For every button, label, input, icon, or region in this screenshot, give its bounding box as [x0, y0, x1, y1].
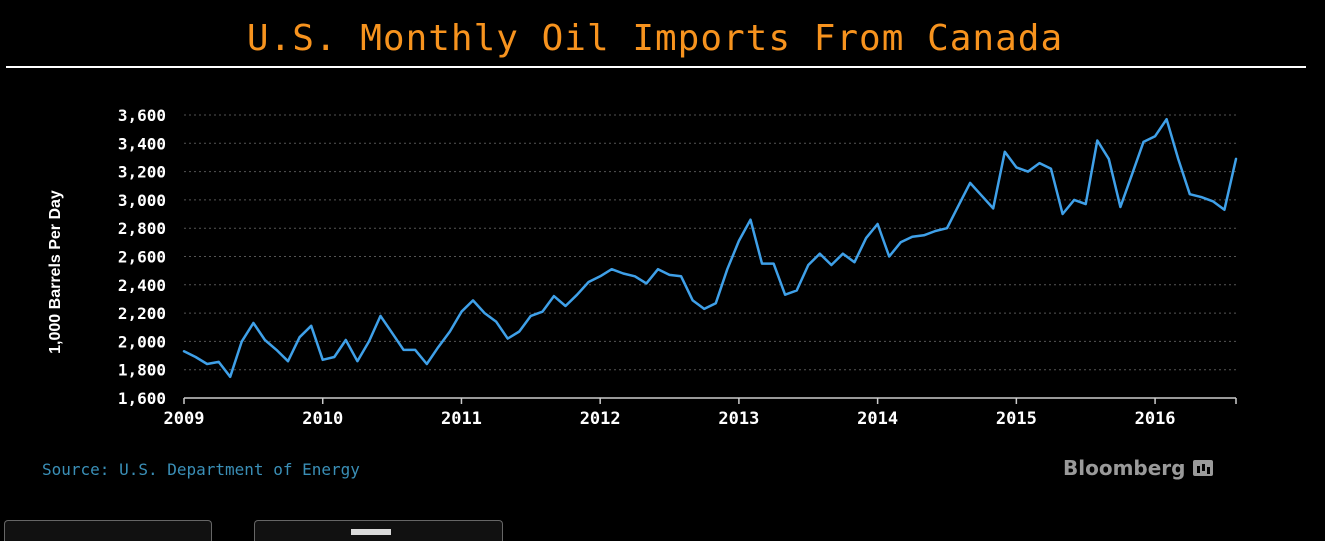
y-tick-label: 2,200: [118, 304, 166, 323]
y-tick-label: 1,800: [118, 361, 166, 380]
y-tick-label: 3,200: [118, 163, 166, 182]
title-divider: [6, 66, 1306, 68]
x-tick-label: 2015: [996, 409, 1037, 429]
x-tick-label: 2010: [302, 409, 343, 429]
brand-name: Bloomberg: [1063, 456, 1186, 480]
y-tick-label: 3,000: [118, 191, 166, 210]
y-tick-label: 2,600: [118, 248, 166, 267]
bloomberg-chart-icon: [1193, 460, 1214, 476]
x-tick-label: 2014: [857, 409, 898, 429]
y-tick-label: 3,400: [118, 134, 166, 153]
x-tick-label: 2013: [718, 409, 759, 429]
line-chart: 1,600 1,800 2,000 2,200 2,400 2,600 2,800 3,000…: [118, 106, 1238, 429]
x-tick-label: 2016: [1135, 409, 1176, 429]
bottom-tab-left[interactable]: [4, 520, 212, 541]
bloomberg-logo: Bloomberg: [1063, 456, 1214, 480]
chart-title: U.S. Monthly Oil Imports From Canada: [246, 18, 1064, 59]
x-tick-label: 2009: [164, 409, 205, 429]
y-tick-label: 3,600: [118, 106, 166, 125]
y-tick-label: 1,600: [118, 389, 166, 408]
y-tick-label: 2,400: [118, 276, 166, 295]
source-note: Source: U.S. Department of Energy: [42, 460, 360, 479]
x-tick-label: 2012: [580, 409, 621, 429]
y-tick-label: 2,000: [118, 332, 166, 351]
y-axis-label: 1,000 Barrels Per Day: [47, 190, 64, 354]
y-tick-label: 2,800: [118, 219, 166, 238]
bottom-tab-right[interactable]: [254, 520, 503, 541]
x-tick-label: 2011: [441, 409, 482, 429]
series-line: [182, 117, 1238, 379]
